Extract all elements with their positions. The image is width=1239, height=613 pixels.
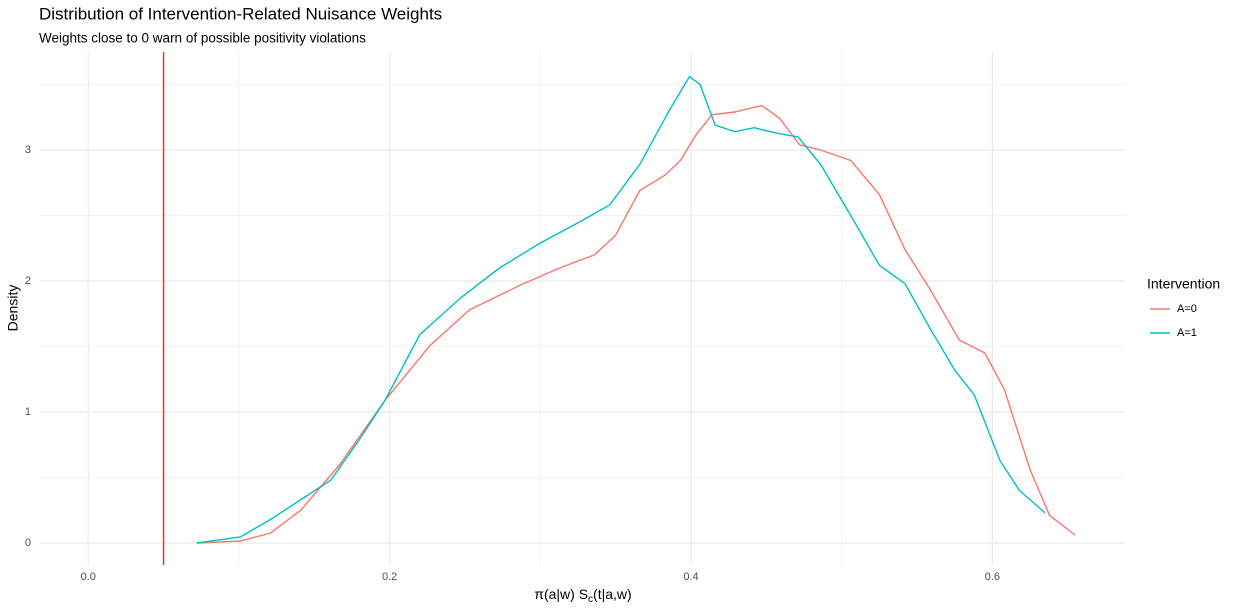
x-tick-label: 0.6 bbox=[985, 571, 1000, 583]
y-axis-label: Density bbox=[5, 285, 21, 332]
x-tick-label: 0.4 bbox=[683, 571, 698, 583]
x-label-part: (t|a,w) bbox=[593, 586, 632, 602]
y-tick-label: 1 bbox=[25, 406, 31, 418]
y-tick-label: 3 bbox=[25, 144, 31, 156]
density-line bbox=[196, 104, 1076, 544]
chart-title: Distribution of Intervention-Related Nui… bbox=[39, 4, 442, 23]
chart-subtitle: Weights close to 0 warn of possible posi… bbox=[39, 31, 366, 46]
legend-title: Intervention bbox=[1147, 276, 1220, 292]
density-line bbox=[196, 75, 1046, 544]
x-axis-label: π(a|w) Sc(t|a,w) bbox=[534, 586, 631, 605]
legend-label: A=0 bbox=[1177, 303, 1197, 315]
y-tick-label: 0 bbox=[25, 537, 31, 549]
x-tick-label: 0.2 bbox=[382, 571, 397, 583]
y-tick-label: 2 bbox=[25, 275, 31, 287]
x-tick-label: 0.0 bbox=[81, 571, 96, 583]
legend-label: A=1 bbox=[1177, 327, 1197, 339]
x-label-subscript: c bbox=[588, 594, 593, 605]
x-label-part: π(a|w) S bbox=[534, 586, 588, 602]
